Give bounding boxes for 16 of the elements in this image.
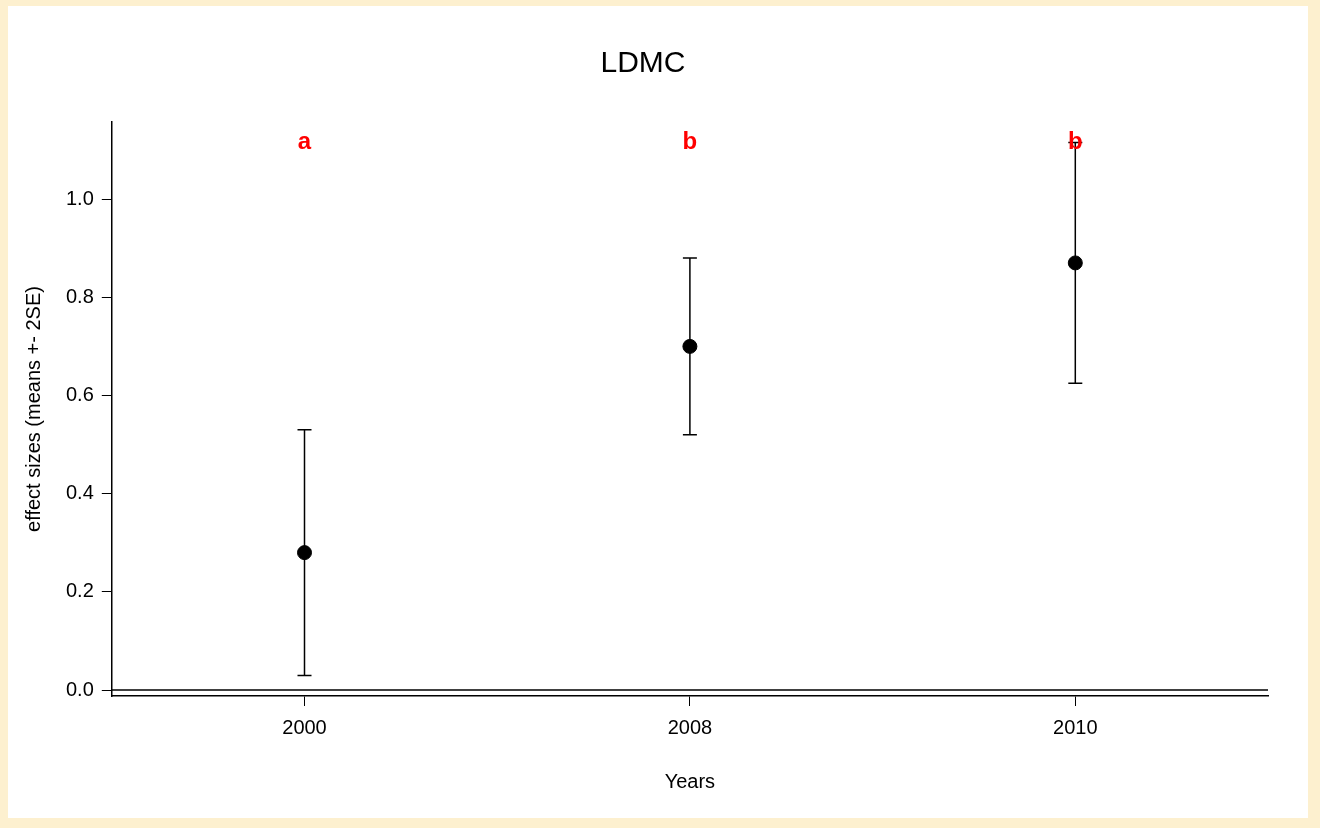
x-tick-label: 2000: [282, 715, 327, 738]
y-tick-label: 1.0: [65, 186, 94, 209]
x-axis-title: Years: [664, 769, 716, 792]
y-tick-label: 0.2: [65, 579, 94, 602]
y-tick-label: 0.4: [65, 481, 94, 504]
x-tick-label: 2008: [667, 715, 713, 738]
annotation: b: [682, 126, 698, 154]
point: [297, 545, 312, 561]
y-tick-label: 0.0: [65, 677, 94, 700]
y-axis-title: effect sizes (means +- 2SE): [21, 286, 44, 532]
y-tick-label: 0.8: [65, 284, 94, 307]
annotation: a: [297, 126, 312, 154]
y-tick-label: 0.6: [65, 383, 94, 406]
point: [1067, 255, 1083, 271]
chart-title: LDMC: [600, 45, 686, 79]
x-tick-label: 2010: [1053, 715, 1098, 738]
